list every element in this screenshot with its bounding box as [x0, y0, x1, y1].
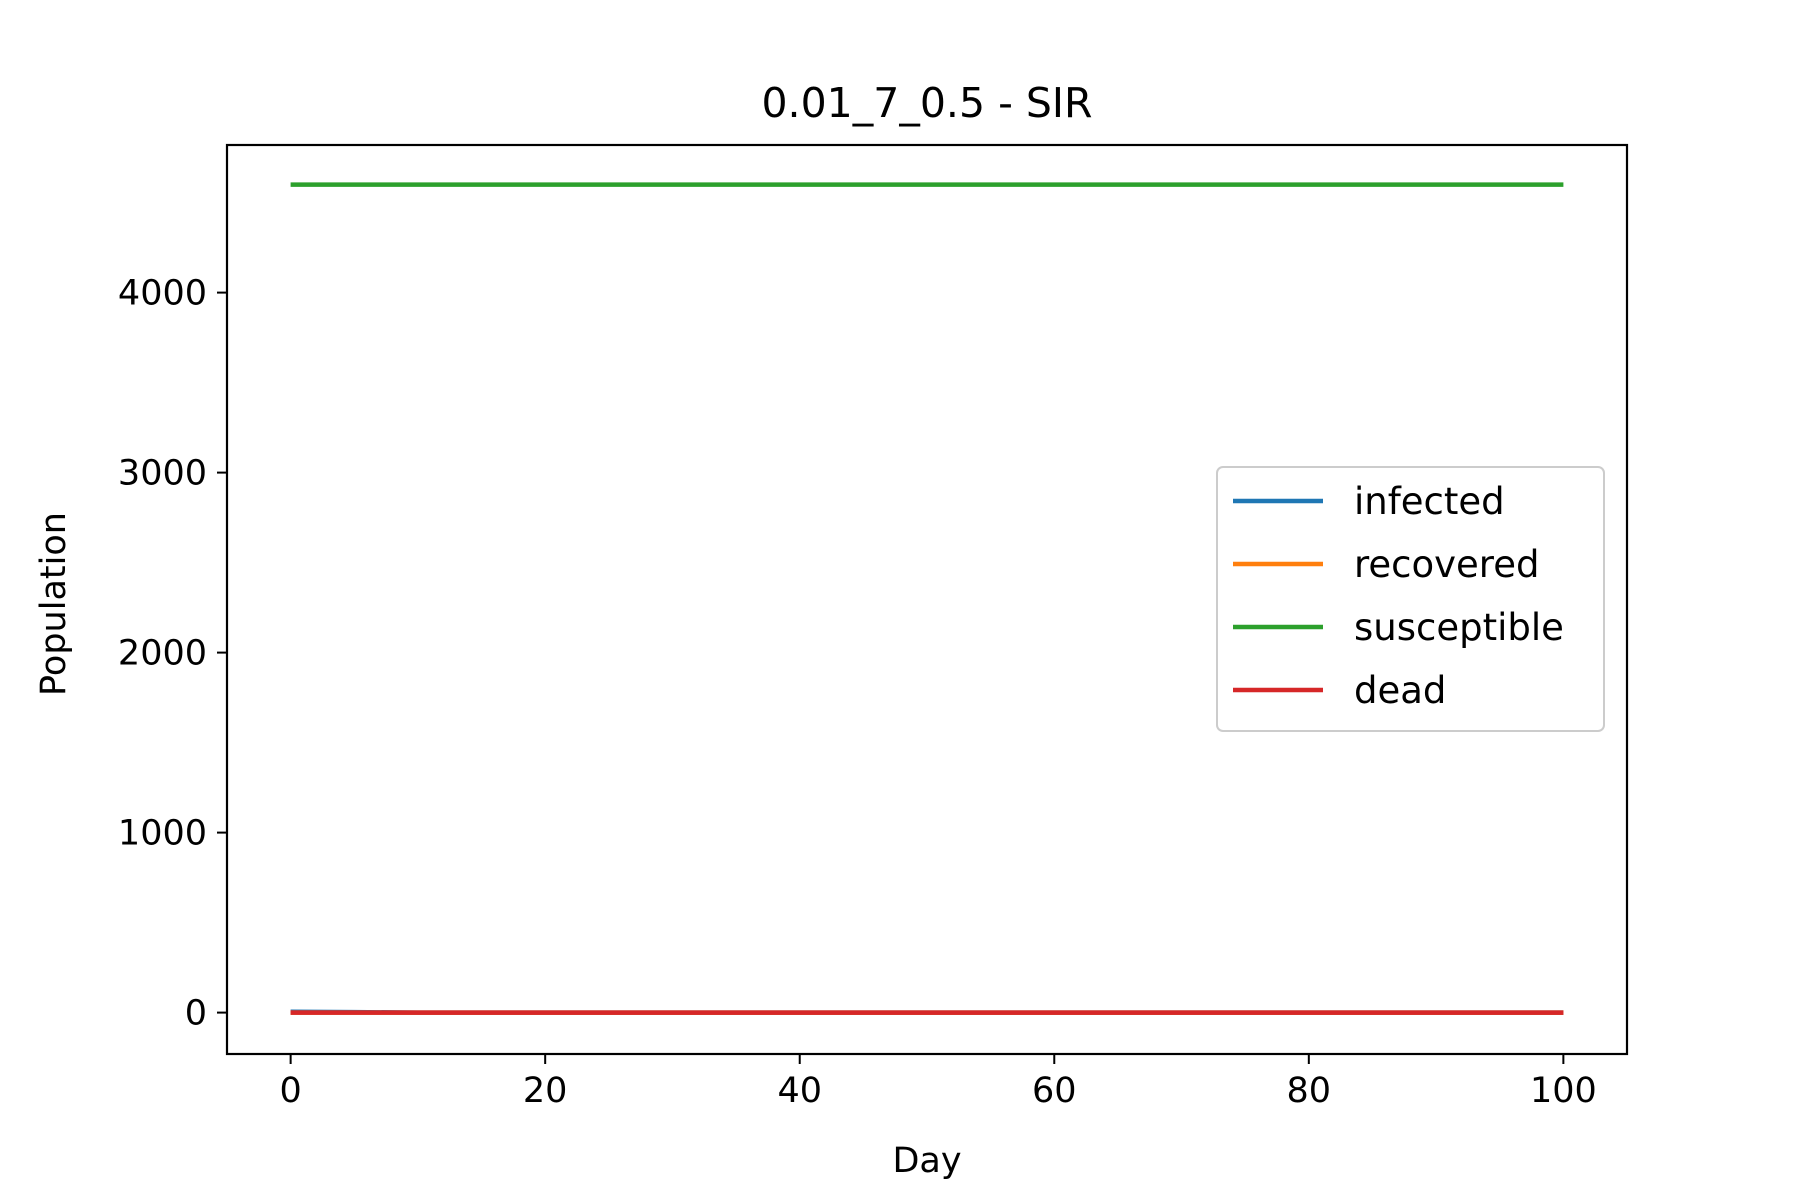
x-axis-label: Day	[892, 1141, 961, 1181]
legend-box	[1216, 466, 1605, 732]
legend-label-dead: dead	[1354, 669, 1446, 712]
plot-frame	[225, 143, 1629, 1056]
y-tick-label: 3000	[118, 454, 207, 494]
x-tick-label: 60	[1032, 1071, 1077, 1111]
y-tick-label: 1000	[118, 814, 207, 854]
chart-title: 0.01_7_0.5 - SIR	[761, 79, 1092, 127]
y-tick-label: 0	[185, 994, 207, 1034]
x-tick-label: 80	[1287, 1071, 1332, 1111]
y-tick-label: 2000	[118, 634, 207, 674]
legend: infected recovered susceptible dead	[1216, 466, 1605, 732]
y-axis-label: Population	[34, 512, 74, 696]
y-tick-label: 4000	[118, 274, 207, 314]
legend-label-susceptible: susceptible	[1354, 606, 1564, 649]
legend-label-recovered: recovered	[1354, 543, 1539, 586]
y-axis-ticks: 0 1000 2000 3000 4000	[118, 274, 227, 1034]
x-tick-label: 0	[279, 1071, 301, 1111]
x-tick-label: 20	[523, 1071, 568, 1111]
legend-label-infected: infected	[1354, 480, 1505, 523]
legend-items: infected recovered susceptible dead	[1233, 480, 1564, 712]
x-axis-ticks: 0 20 40 60 80 100	[279, 1054, 1597, 1111]
x-tick-label: 40	[777, 1071, 822, 1111]
x-tick-label: 100	[1530, 1071, 1597, 1111]
series-layer	[290, 182, 1564, 1015]
